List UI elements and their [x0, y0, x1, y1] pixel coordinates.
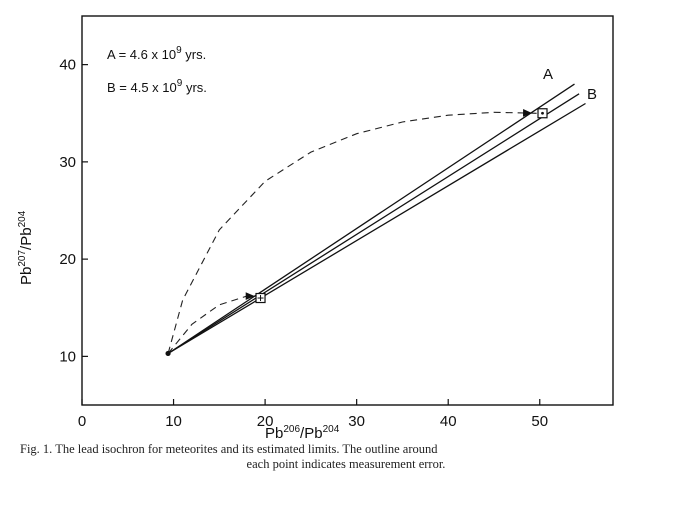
annotation-b-value: 4.5 x 10: [131, 80, 177, 95]
annotation-b-exp: 9: [177, 78, 183, 89]
dashed-arrowhead: [245, 292, 255, 300]
caption-line-2: each point indicates measurement error.: [246, 457, 446, 471]
plot-frame: [81, 15, 614, 406]
y-axis-ticks: 10 20 30 40: [59, 57, 88, 365]
data-point-center: [541, 111, 544, 115]
y-tick-label: 40: [59, 57, 76, 74]
annotation-b-label: B: [107, 80, 116, 95]
isochron-lines: [167, 83, 586, 355]
data-point-origin: [165, 350, 171, 357]
figure-caption: Fig. 1. The lead isochron for meteorites…: [20, 442, 672, 472]
annotation-a-unit: yrs.: [182, 47, 207, 62]
dashed-arrowhead: [522, 109, 533, 117]
caption-line-1: Fig. 1. The lead isochron for meteorites…: [20, 442, 438, 456]
y-tick-label: 20: [59, 251, 76, 268]
x-tick-label: 0: [78, 413, 86, 430]
x-axis-label: Pb206/Pb204: [265, 424, 340, 440]
series-label-a: A: [543, 66, 553, 83]
isochron-line-mid: [167, 93, 580, 355]
annotation-b: B = 4.5 x 109 yrs.: [107, 78, 207, 95]
x-tick-label: 40: [440, 413, 457, 430]
annotation-a-exp: 9: [176, 45, 182, 56]
x-tick-label: 30: [348, 413, 365, 430]
annotation-b-unit: yrs.: [182, 80, 207, 95]
x-tick-label: 50: [531, 413, 548, 430]
isochron-line-a: [167, 83, 575, 355]
dashed-path: [167, 111, 538, 354]
annotation-a-label: A: [107, 47, 116, 62]
x-axis-ticks: 0 10 20 30 40 50: [78, 399, 548, 430]
annotation-a-value: 4.6 x 10: [130, 47, 176, 62]
dashed-path: [167, 295, 261, 354]
y-tick-label: 10: [59, 348, 76, 365]
dashed-paths: [167, 109, 538, 354]
x-tick-label: 10: [165, 413, 182, 430]
series-label-b: B: [587, 86, 597, 103]
x-tick-label: 20: [257, 413, 274, 430]
isochron-line-b: [167, 102, 586, 355]
lead-isochron-chart: 0 10 20 30 40 50 10 20 30 40 A B A = 4.6 x 109 y…: [17, 15, 614, 440]
y-tick-label: 30: [59, 154, 76, 171]
annotation-a: A = 4.6 x 109 yrs.: [107, 45, 206, 62]
y-axis-label: Pb207/Pb204: [17, 210, 35, 285]
data-points: [165, 108, 548, 357]
